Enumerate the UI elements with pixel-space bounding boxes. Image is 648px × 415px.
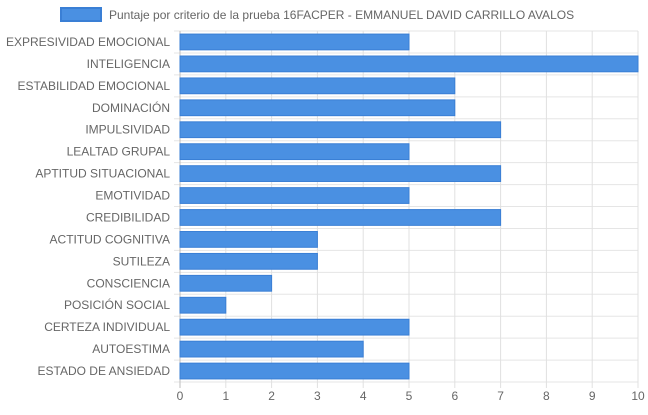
bar[interactable] — [179, 252, 318, 270]
bar[interactable] — [179, 33, 410, 51]
bar[interactable] — [179, 274, 273, 292]
x-tick-label: 3 — [314, 389, 321, 403]
legend[interactable]: Puntaje por criterio de la prueba 16FACP… — [60, 7, 574, 22]
bar[interactable] — [179, 121, 502, 139]
category-label: ESTADO DE ANSIEDAD — [38, 364, 171, 378]
category-label: ESTABILIDAD EMOCIONAL — [18, 79, 171, 93]
category-label: CERTEZA INDIVIDUAL — [44, 320, 170, 334]
category-label: INTELIGENCIA — [87, 57, 170, 71]
x-tick-label: 10 — [631, 389, 645, 403]
category-label: DOMINACIÓN — [92, 100, 170, 115]
x-tick-label: 9 — [589, 389, 596, 403]
bar[interactable] — [179, 362, 410, 380]
category-label: APTITUD SITUACIONAL — [35, 167, 170, 181]
bar[interactable] — [179, 77, 456, 95]
bar[interactable] — [179, 55, 639, 73]
legend-label[interactable]: Puntaje por criterio de la prueba 16FACP… — [109, 8, 574, 22]
bar[interactable] — [179, 231, 318, 248]
bars — [179, 33, 639, 380]
x-tick-label: 7 — [497, 389, 504, 403]
category-label: AUTOESTIMA — [92, 342, 170, 356]
x-tick-label: 4 — [360, 389, 367, 403]
bar[interactable] — [179, 165, 502, 182]
x-tick-label: 1 — [222, 389, 229, 403]
category-label: CREDIBILIDAD — [86, 210, 170, 224]
x-tick-label: 2 — [268, 389, 275, 403]
x-tick-label: 0 — [177, 389, 184, 403]
category-labels: EXPRESIVIDAD EMOCIONAL INTELIGENCIA ESTABI… — [6, 35, 170, 378]
x-tick-label: 6 — [451, 389, 458, 403]
x-tick-label: 8 — [543, 389, 550, 403]
bar[interactable] — [179, 209, 502, 226]
bar[interactable] — [179, 187, 410, 204]
category-label: POSICIÓN SOCIAL — [64, 297, 170, 312]
category-label: CONSCIENCIA — [87, 276, 170, 290]
category-label: SUTILEZA — [113, 254, 170, 268]
x-axis-tick-labels: 0 1 2 3 4 5 6 7 8 9 10 — [177, 389, 645, 403]
category-label: LEALTAD GRUPAL — [67, 145, 171, 159]
category-label: IMPULSIVIDAD — [85, 123, 170, 137]
category-label: EXPRESIVIDAD EMOCIONAL — [6, 35, 170, 49]
x-tick-label: 5 — [406, 389, 413, 403]
category-label: EMOTIVIDAD — [95, 189, 170, 203]
bar[interactable] — [179, 99, 456, 117]
bar[interactable] — [179, 340, 364, 358]
bar[interactable] — [179, 318, 410, 336]
bar[interactable] — [179, 296, 227, 314]
category-label: ACTITUD COGNITIVA — [50, 232, 170, 246]
bar[interactable] — [179, 143, 410, 161]
legend-swatch[interactable] — [60, 7, 102, 22]
